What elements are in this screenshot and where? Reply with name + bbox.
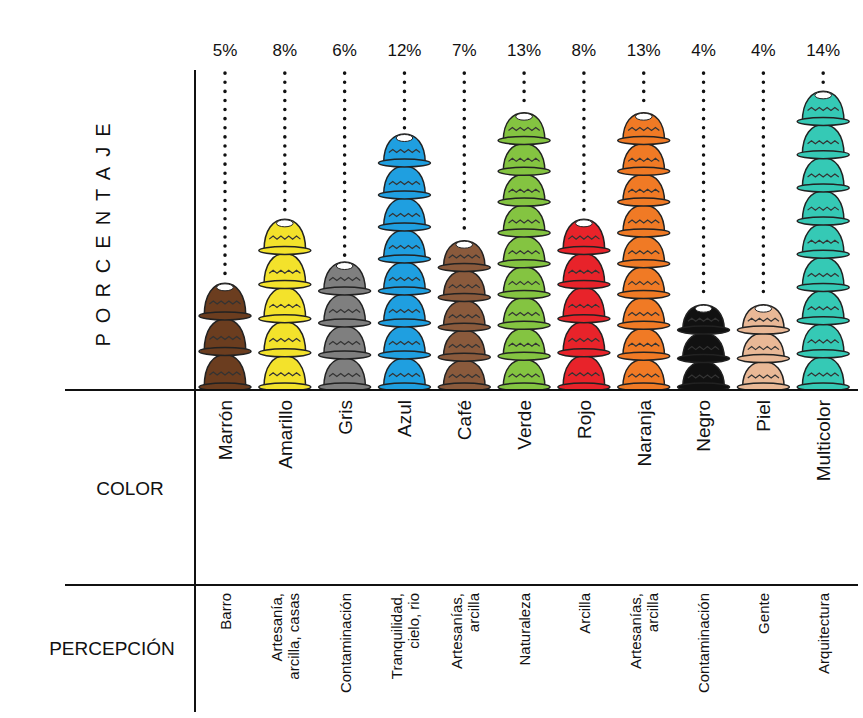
svg-text:Naranja: Naranja bbox=[634, 400, 655, 467]
svg-text:Piel: Piel bbox=[753, 400, 774, 432]
svg-text:7%: 7% bbox=[452, 41, 477, 60]
svg-text:Multicolor: Multicolor bbox=[813, 399, 834, 481]
svg-text:COLOR: COLOR bbox=[96, 478, 164, 499]
svg-text:Artesanías,: Artesanías, bbox=[448, 593, 465, 669]
svg-text:5%: 5% bbox=[213, 41, 238, 60]
svg-text:arcilla: arcilla bbox=[465, 592, 482, 632]
svg-text:Negro: Negro bbox=[693, 400, 714, 452]
svg-text:PERCEPCIÓN: PERCEPCIÓN bbox=[49, 638, 175, 659]
svg-text:Verde: Verde bbox=[514, 400, 535, 450]
svg-text:Gente: Gente bbox=[755, 593, 772, 634]
svg-text:PORCENTAJE: PORCENTAJE bbox=[92, 114, 114, 347]
svg-text:12%: 12% bbox=[387, 41, 421, 60]
svg-text:Artesanía,: Artesanía, bbox=[268, 593, 285, 661]
svg-text:Arquitectura: Arquitectura bbox=[815, 592, 832, 674]
svg-text:cielo, rio: cielo, rio bbox=[405, 593, 422, 649]
svg-text:Contaminación: Contaminación bbox=[695, 593, 712, 693]
svg-text:arcilla: arcilla bbox=[644, 592, 661, 632]
svg-text:13%: 13% bbox=[627, 41, 661, 60]
svg-text:8%: 8% bbox=[273, 41, 298, 60]
svg-text:Rojo: Rojo bbox=[574, 400, 595, 439]
svg-text:Azul: Azul bbox=[394, 400, 415, 437]
svg-text:arcilla, casas: arcilla, casas bbox=[285, 593, 302, 680]
svg-text:Contaminación: Contaminación bbox=[337, 593, 354, 693]
svg-text:4%: 4% bbox=[751, 41, 776, 60]
svg-text:Café: Café bbox=[454, 400, 475, 440]
svg-text:Barro: Barro bbox=[217, 593, 234, 630]
svg-text:6%: 6% bbox=[332, 41, 357, 60]
svg-text:8%: 8% bbox=[572, 41, 597, 60]
svg-text:14%: 14% bbox=[806, 41, 840, 60]
svg-text:Tranquilidad,: Tranquilidad, bbox=[388, 593, 405, 679]
svg-text:Artesanías,: Artesanías, bbox=[627, 593, 644, 669]
svg-text:13%: 13% bbox=[507, 41, 541, 60]
svg-text:Gris: Gris bbox=[335, 400, 356, 435]
svg-text:4%: 4% bbox=[691, 41, 716, 60]
svg-text:Arcilla: Arcilla bbox=[576, 592, 593, 633]
svg-text:Marrón: Marrón bbox=[215, 400, 236, 460]
svg-text:Amarillo: Amarillo bbox=[275, 400, 296, 469]
svg-text:Naturaleza: Naturaleza bbox=[516, 592, 533, 665]
